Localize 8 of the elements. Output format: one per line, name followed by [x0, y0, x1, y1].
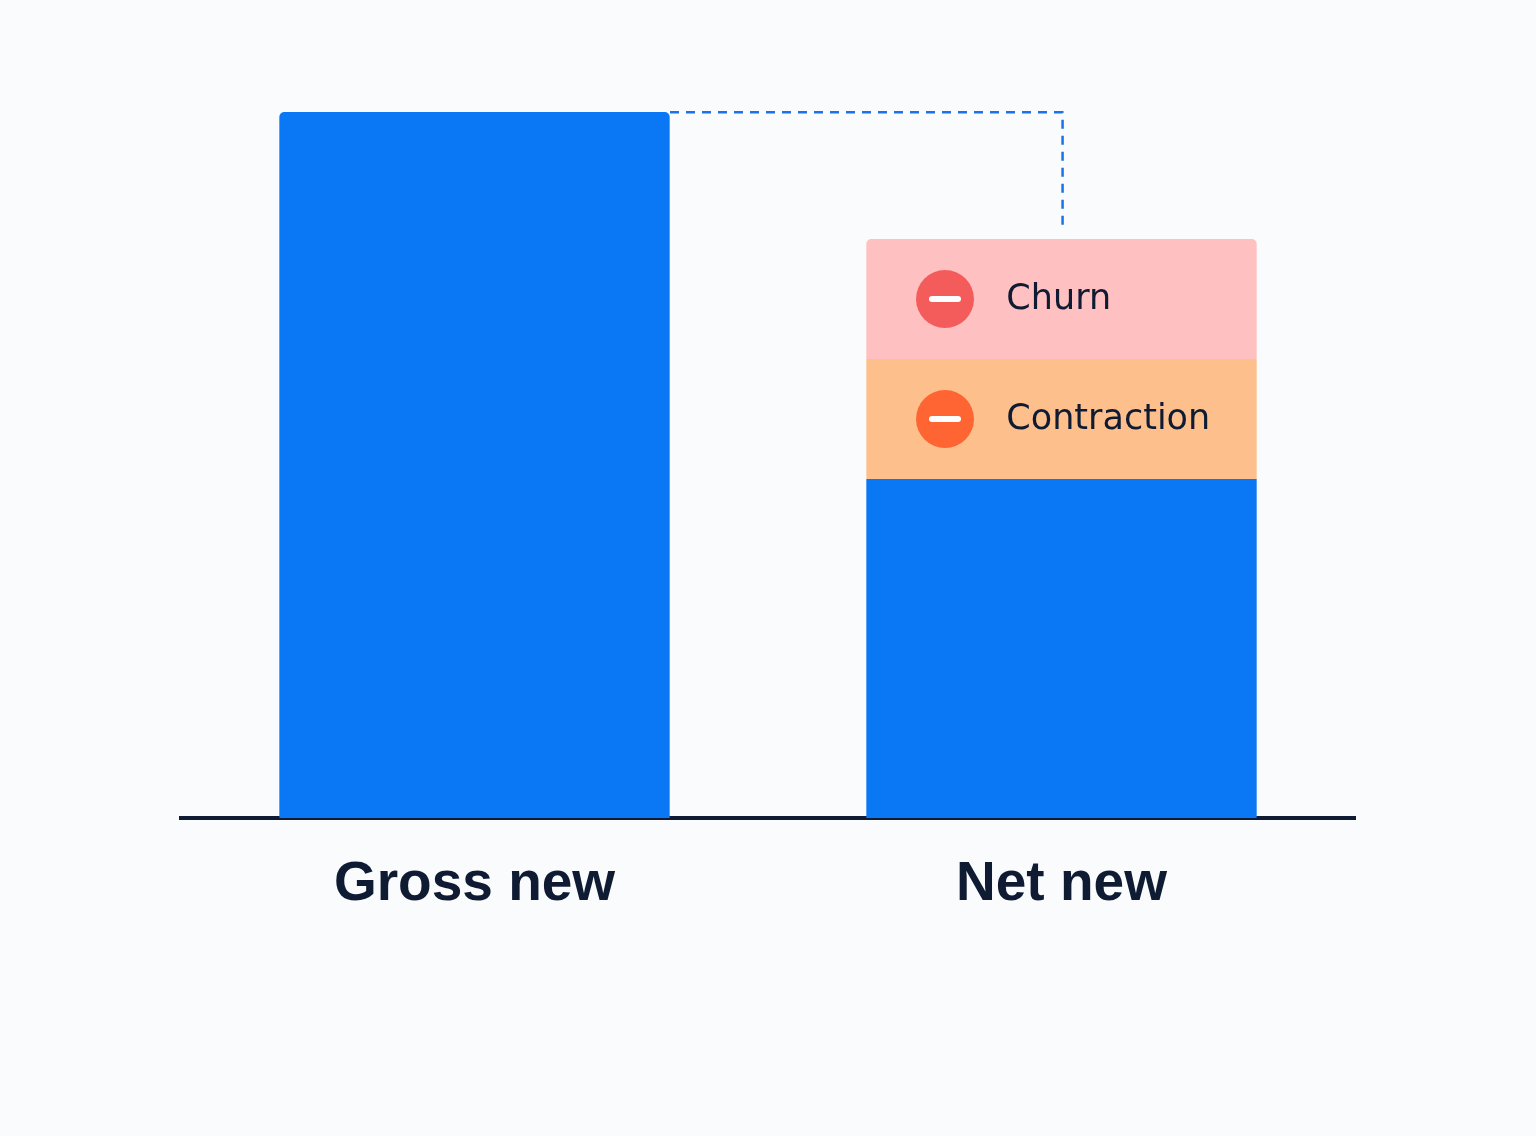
bar: [279, 112, 670, 818]
x-tick-label: Net new: [956, 850, 1168, 913]
x-tick-label: Gross new: [333, 850, 616, 913]
bar: [866, 479, 1257, 818]
bar: [866, 359, 1257, 480]
series-label: Churn: [1006, 277, 1112, 318]
series-label: Contraction: [1006, 397, 1211, 438]
bar: [866, 239, 1257, 360]
